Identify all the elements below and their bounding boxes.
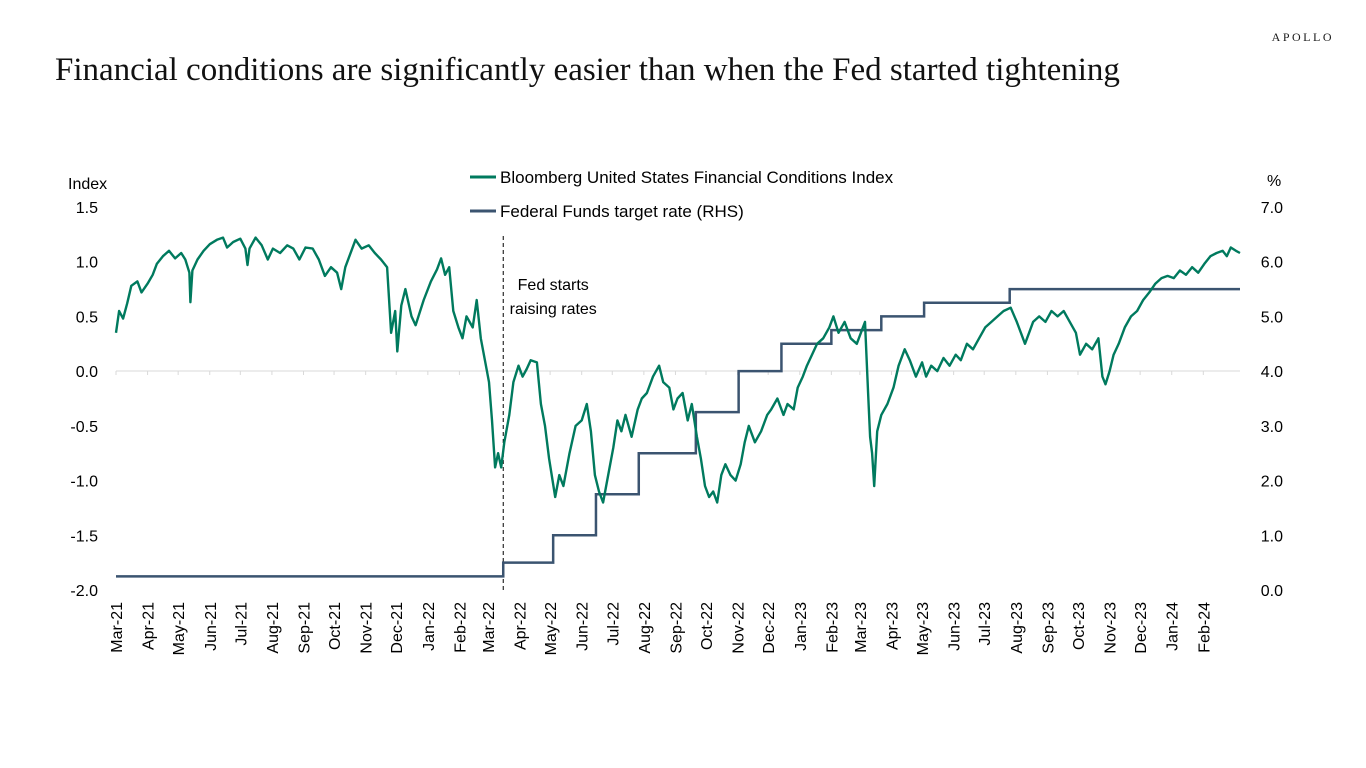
x-tick-label: Feb-24 [1196,602,1213,653]
y-right-tick-label: 4.0 [1261,364,1283,381]
x-tick-label: Sep-21 [297,602,314,654]
y-left-tick-label: 1.0 [76,255,98,272]
x-tick-label: Oct-21 [327,602,344,650]
x-tick-label: Apr-21 [141,602,158,650]
y-right-tick-label: 3.0 [1261,419,1283,436]
x-tick-label: Jan-24 [1165,602,1182,651]
page-title: Financial conditions are significantly e… [55,52,1120,88]
x-tick-label: Jul-22 [605,602,622,646]
x-tick-label: May-22 [543,602,560,655]
y-right-tick-label: 2.0 [1261,474,1283,491]
x-tick-label: Jul-21 [233,602,250,646]
x-tick-label: Jun-22 [575,602,592,651]
y-right-tick-label: 5.0 [1261,309,1283,326]
legend: Bloomberg United States Financial Condit… [470,168,894,221]
legend-label-fci: Bloomberg United States Financial Condit… [500,168,894,187]
legend-label-fed: Federal Funds target rate (RHS) [500,202,744,221]
y-left-tick-label: 0.5 [76,309,98,326]
x-tick-label: May-21 [171,602,188,655]
y-left-tick-label: -0.5 [70,419,98,436]
brand-logo: APOLLO [1271,30,1334,44]
x-tick-label: Mar-23 [853,602,870,653]
x-tick-label: Apr-23 [884,602,901,650]
x-tick-label: Nov-23 [1103,602,1120,654]
series-line-fed-funds [116,287,1240,578]
x-tick-label: Jun-21 [203,602,220,651]
series [114,236,1241,578]
x-tick-label: Jan-23 [793,602,810,651]
x-tick-label: Dec-22 [761,602,778,654]
y-left-tick-label: -2.0 [70,583,98,600]
x-tick-label: Sep-23 [1040,602,1057,654]
y-left-tick-label: 0.0 [76,364,98,381]
x-tick-label: Feb-22 [452,602,469,653]
y-right-tick-label: 1.0 [1261,528,1283,545]
x-tick-label: Aug-21 [265,602,282,654]
axes: 1.5 1.0 0.5 0.0 -0.5 -1.0 -1.5 -2.0 7.0 6.0 5.0 4.0… [70,200,1283,655]
x-tick-label: Jan-22 [421,602,438,651]
x-tick-label: Oct-22 [699,602,716,650]
annotation-text-line2: raising rates [510,301,597,318]
x-tick-label: Sep-22 [668,602,685,654]
x-tick-label: Dec-23 [1133,602,1150,654]
x-tick-label: Oct-23 [1071,602,1088,650]
series-line-fci [114,236,1241,504]
x-tick-label: Nov-22 [731,602,748,654]
y-right-tick-label: 0.0 [1261,583,1283,600]
y-left-axis-label: Index [68,176,107,193]
x-tick-label: Aug-23 [1009,602,1026,654]
y-right-axis-label: % [1267,173,1281,190]
x-tick-label: Nov-21 [359,602,376,654]
annotation-text-line1: Fed starts [518,277,589,294]
y-left-tick-label: -1.5 [70,528,98,545]
x-tick-label: Aug-22 [637,602,654,654]
x-tick-label: Mar-22 [481,602,498,653]
y-right-tick-label: 7.0 [1261,200,1283,217]
x-tick-label: May-23 [915,602,932,655]
x-tick-label: Jun-23 [947,602,964,651]
x-tick-label: Apr-22 [513,602,530,650]
x-tick-label: Dec-21 [389,602,406,654]
x-tick-label: Mar-21 [109,602,126,653]
y-left-tick-label: 1.5 [76,200,98,217]
y-left-tick-label: -1.0 [70,474,98,491]
x-tick-label: Jul-23 [977,602,994,646]
x-tick-label: Feb-23 [824,602,841,653]
y-right-tick-label: 6.0 [1261,255,1283,272]
annotation: Fed starts raising rates [502,236,597,590]
